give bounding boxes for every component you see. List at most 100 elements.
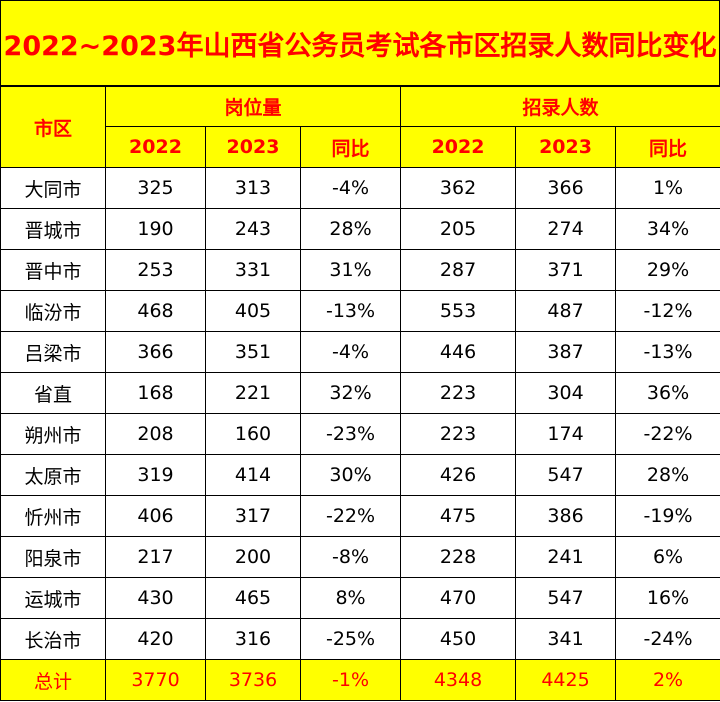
table-row: 阳泉市 217 200 -8% 228 241 6% <box>0 536 720 578</box>
cell-value: 487 <box>515 290 617 332</box>
cell-value: -12% <box>615 290 720 332</box>
cell-value: 200 <box>205 536 301 578</box>
cell-value: 8% <box>299 577 402 619</box>
page-title: 2022~2023年山西省公务员考试各市区招录人数同比变化 <box>0 0 720 86</box>
cell-value: -4% <box>299 331 402 373</box>
cell-value: 316 <box>205 618 301 660</box>
cell-value: -22% <box>299 495 402 537</box>
cell-value: 31% <box>299 249 402 291</box>
header-region: 市区 <box>0 86 106 168</box>
cell-value: 274 <box>515 208 617 250</box>
cell-value: 205 <box>400 208 517 250</box>
cell-region: 总计 <box>0 659 106 701</box>
cell-region: 阳泉市 <box>0 536 106 578</box>
cell-value: 304 <box>515 372 617 414</box>
cell-value: 470 <box>400 577 517 619</box>
cell-value: 28% <box>615 454 720 496</box>
header-sub: 2022 <box>105 126 206 168</box>
cell-value: 4348 <box>400 659 517 701</box>
cell-value: 223 <box>400 413 517 455</box>
cell-value: 32% <box>299 372 402 414</box>
cell-value: 2% <box>615 659 720 701</box>
cell-value: 420 <box>105 618 206 660</box>
cell-region: 吕梁市 <box>0 331 106 373</box>
cell-value: 168 <box>105 372 206 414</box>
cell-value: 446 <box>400 331 517 373</box>
cell-value: 36% <box>615 372 720 414</box>
cell-value: 29% <box>615 249 720 291</box>
header-group-positions: 岗位量 <box>104 86 402 127</box>
cell-value: 406 <box>105 495 206 537</box>
cell-region: 运城市 <box>0 577 106 619</box>
cell-value: -1% <box>299 659 402 701</box>
header-group-recruits: 招录人数 <box>400 86 720 127</box>
cell-value: 4425 <box>515 659 617 701</box>
cell-value: 317 <box>205 495 301 537</box>
cell-value: 430 <box>105 577 206 619</box>
cell-value: 371 <box>515 249 617 291</box>
cell-value: 366 <box>105 331 206 373</box>
cell-value: 465 <box>205 577 301 619</box>
cell-value: 450 <box>400 618 517 660</box>
cell-value: 547 <box>515 577 617 619</box>
cell-value: 3736 <box>205 659 301 701</box>
cell-value: 387 <box>515 331 617 373</box>
cell-region: 大同市 <box>0 167 106 209</box>
cell-value: 6% <box>615 536 720 578</box>
cell-value: 553 <box>400 290 517 332</box>
cell-value: 253 <box>105 249 206 291</box>
cell-value: 319 <box>105 454 206 496</box>
header-sub: 2023 <box>205 126 301 168</box>
table-row: 晋中市 253 331 31% 287 371 29% <box>0 249 720 291</box>
cell-value: -13% <box>615 331 720 373</box>
cell-value: 547 <box>515 454 617 496</box>
table-row: 吕梁市 366 351 -4% 446 387 -13% <box>0 331 720 373</box>
cell-value: -22% <box>615 413 720 455</box>
cell-value: 34% <box>615 208 720 250</box>
table-row: 运城市 430 465 8% 470 547 16% <box>0 577 720 619</box>
cell-value: 468 <box>105 290 206 332</box>
table-row: 太原市 319 414 30% 426 547 28% <box>0 454 720 496</box>
cell-value: 475 <box>400 495 517 537</box>
cell-region: 太原市 <box>0 454 106 496</box>
cell-region: 省直 <box>0 372 106 414</box>
cell-value: -25% <box>299 618 402 660</box>
table-row: 省直 168 221 32% 223 304 36% <box>0 372 720 414</box>
cell-value: 208 <box>105 413 206 455</box>
cell-value: 16% <box>615 577 720 619</box>
table-row: 长治市 420 316 -25% 450 341 -24% <box>0 618 720 660</box>
table-row: 临汾市 468 405 -13% 553 487 -12% <box>0 290 720 332</box>
data-table: 市区 岗位量 招录人数 2022 2023 同比 2022 2023 同比 大同… <box>0 86 720 701</box>
table-row: 大同市 325 313 -4% 362 366 1% <box>0 167 720 209</box>
header-sub: 同比 <box>615 126 720 168</box>
header-sub: 2022 <box>400 126 517 168</box>
cell-region: 长治市 <box>0 618 106 660</box>
cell-value: -23% <box>299 413 402 455</box>
header-sub: 同比 <box>299 126 402 168</box>
cell-value: 313 <box>205 167 301 209</box>
cell-value: 351 <box>205 331 301 373</box>
cell-value: 174 <box>515 413 617 455</box>
cell-value: 362 <box>400 167 517 209</box>
cell-value: 28% <box>299 208 402 250</box>
table-row: 忻州市 406 317 -22% 475 386 -19% <box>0 495 720 537</box>
header-row-sub: 2022 2023 同比 2022 2023 同比 <box>1 126 720 168</box>
cell-value: 366 <box>515 167 617 209</box>
cell-value: 221 <box>205 372 301 414</box>
cell-value: 325 <box>105 167 206 209</box>
table-row: 晋城市 190 243 28% 205 274 34% <box>0 208 720 250</box>
cell-region: 晋中市 <box>0 249 106 291</box>
cell-region: 晋城市 <box>0 208 106 250</box>
cell-value: 30% <box>299 454 402 496</box>
cell-value: 223 <box>400 372 517 414</box>
cell-value: -19% <box>615 495 720 537</box>
cell-region: 朔州市 <box>0 413 106 455</box>
cell-value: -8% <box>299 536 402 578</box>
total-row: 总计 3770 3736 -1% 4348 4425 2% <box>0 659 720 701</box>
header-row-group: 市区 岗位量 招录人数 <box>0 86 720 168</box>
table-row: 朔州市 208 160 -23% 223 174 -22% <box>0 413 720 455</box>
cell-value: 331 <box>205 249 301 291</box>
cell-value: 228 <box>400 536 517 578</box>
cell-value: 217 <box>105 536 206 578</box>
cell-region: 忻州市 <box>0 495 106 537</box>
